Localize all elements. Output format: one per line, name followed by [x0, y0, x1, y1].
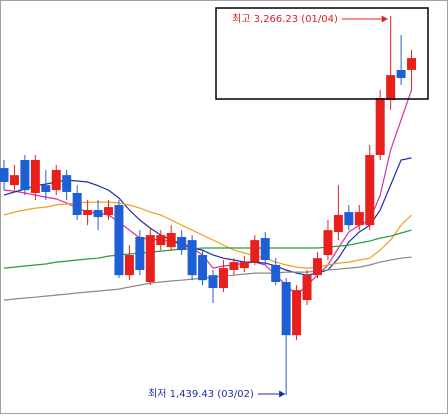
- candle-body: [281, 282, 291, 336]
- candle-body: [396, 69, 406, 79]
- highlight-box: [215, 7, 429, 100]
- candle-body: [333, 214, 343, 233]
- candle-body: [145, 235, 155, 283]
- candle-body: [0, 168, 9, 182]
- candle-body: [30, 159, 40, 193]
- candle-body: [124, 255, 134, 276]
- candle-body: [239, 262, 249, 269]
- candle-body: [93, 210, 103, 218]
- candle-body: [407, 58, 417, 70]
- moving-average-line: [3, 229, 412, 269]
- candle-body: [20, 159, 30, 191]
- candle-body: [41, 185, 51, 192]
- moving-average-line: [3, 89, 413, 296]
- candle-body: [344, 212, 354, 226]
- candle-body: [292, 290, 302, 336]
- candle-body: [177, 236, 187, 251]
- candle-body: [114, 205, 124, 276]
- candle-body: [386, 75, 396, 101]
- candle-body: [166, 233, 176, 248]
- moving-average-line: [3, 201, 412, 269]
- candle-body: [218, 268, 228, 289]
- moving-average-line: [3, 256, 412, 301]
- candle-body: [72, 192, 82, 215]
- low-annotation: 최저 1,439.43 (03/02): [148, 388, 254, 400]
- candle-body: [260, 238, 270, 261]
- candle-body: [375, 97, 385, 156]
- candle-body: [62, 175, 72, 192]
- low-arrow-head: [279, 390, 286, 398]
- candle-body: [51, 169, 61, 191]
- candle-body: [250, 240, 260, 263]
- candle-body: [354, 212, 364, 226]
- candle-body: [104, 207, 113, 215]
- candle-body: [156, 235, 166, 246]
- candle-body: [313, 258, 322, 276]
- moving-averages: [3, 89, 413, 301]
- high-arrow-head: [381, 15, 388, 23]
- candles: [0, 15, 417, 396]
- candle-body: [365, 155, 375, 226]
- candle-body: [135, 236, 145, 270]
- candle-body: [9, 175, 19, 186]
- candle-body: [323, 230, 333, 256]
- candle-body: [271, 265, 281, 283]
- candle-body: [187, 240, 197, 276]
- candle-body: [208, 275, 218, 289]
- candle-body: [229, 262, 239, 270]
- moving-average-line: [3, 157, 412, 276]
- high-annotation: 최고 3,266.23 (01/04): [232, 13, 338, 25]
- candle-body: [83, 210, 93, 215]
- candle-body: [198, 255, 208, 281]
- candle-body: [302, 275, 312, 301]
